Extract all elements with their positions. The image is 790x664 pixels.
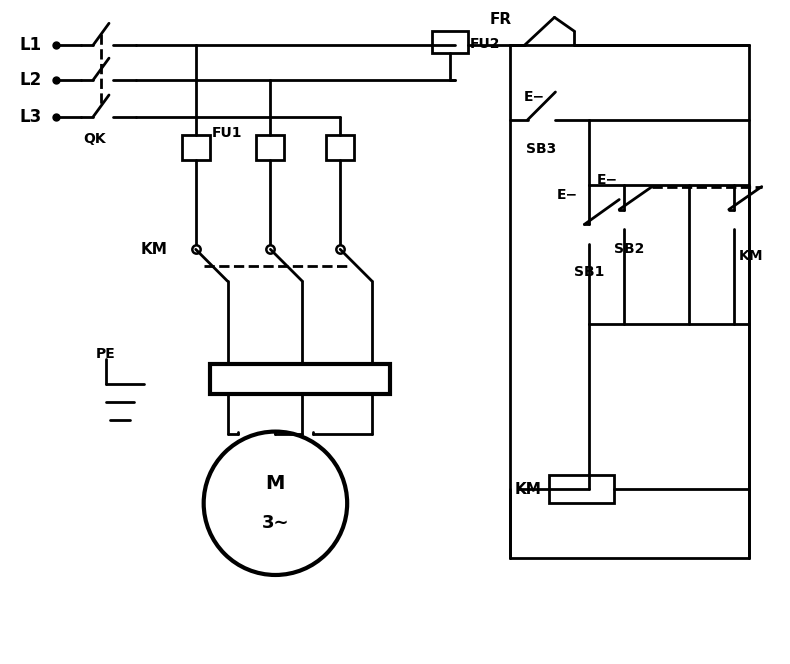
Text: SB3: SB3 <box>525 142 556 156</box>
Text: FR: FR <box>490 12 512 27</box>
Text: FU2: FU2 <box>470 37 500 51</box>
Bar <box>257 135 284 160</box>
Text: M: M <box>265 474 285 493</box>
Text: 3∼: 3∼ <box>261 514 289 533</box>
Bar <box>326 135 354 160</box>
Text: L1: L1 <box>19 37 41 54</box>
Text: KM: KM <box>141 242 167 257</box>
Text: E−: E− <box>524 90 544 104</box>
Bar <box>209 364 390 394</box>
Text: FU1: FU1 <box>212 126 243 140</box>
Text: PE: PE <box>96 347 116 361</box>
Text: E−: E− <box>557 187 578 202</box>
Text: SB1: SB1 <box>574 265 604 280</box>
Text: QK: QK <box>83 132 106 146</box>
Text: E−: E− <box>596 173 618 187</box>
Text: KM: KM <box>514 482 541 497</box>
Bar <box>432 31 468 53</box>
Bar <box>550 475 615 503</box>
Bar <box>182 135 209 160</box>
Text: L2: L2 <box>19 71 42 89</box>
Text: KM: KM <box>739 249 763 264</box>
Text: SB2: SB2 <box>615 242 645 256</box>
Text: L3: L3 <box>19 108 42 126</box>
